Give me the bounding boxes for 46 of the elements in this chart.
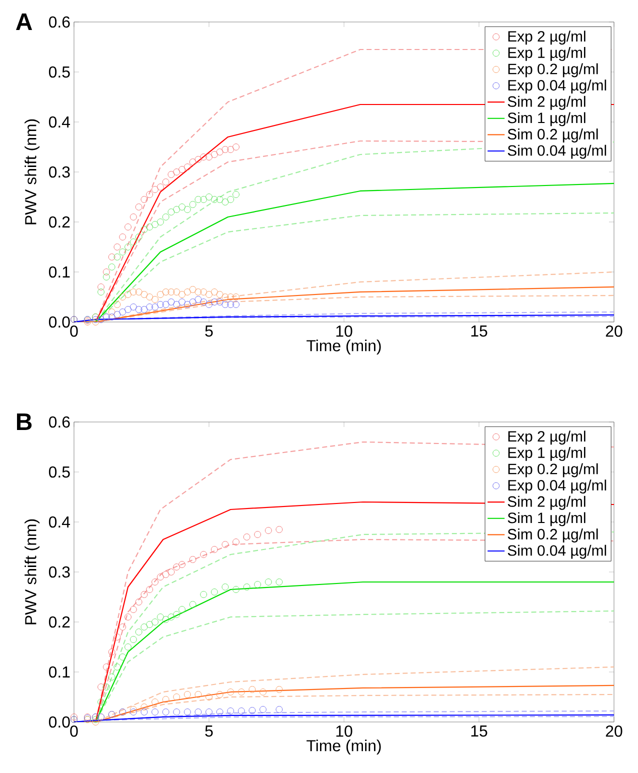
x-tick-label: 5 (205, 726, 213, 737)
x-axis-title: Time (min) (306, 340, 381, 354)
chart-title: B (17, 414, 32, 430)
y-axis-title: PWV shift (nm) (24, 119, 40, 224)
legend-label: Exp 1 µg/ml (508, 446, 586, 461)
x-tick-label: 5 (205, 326, 213, 337)
legend-label: Sim 0.04 µg/ml (508, 144, 606, 159)
legend-label: Sim 2 µg/ml (508, 96, 586, 110)
x-tick-label: 0 (70, 726, 78, 737)
y-tick-label: 0.6 (48, 16, 70, 28)
legend-label: Sim 1 µg/ml (508, 112, 586, 126)
y-tick-label: 0.4 (48, 516, 70, 528)
x-tick-label: 20 (606, 726, 622, 737)
y-tick-label: 0.5 (48, 66, 70, 78)
legend-label: Exp 1 µg/ml (508, 46, 586, 61)
x-tick-label: 10 (336, 326, 352, 337)
y-tick-label: 0.0 (48, 316, 70, 328)
y-tick-label: 0.1 (48, 666, 70, 678)
y-tick-label: 0.6 (48, 416, 70, 428)
legend-label: Exp 0.04 µg/ml (508, 480, 606, 494)
y-tick-label: 0.4 (48, 116, 70, 128)
y-axis-title: PWV shift (nm) (24, 519, 40, 624)
legend-label: Sim 1 µg/ml (508, 512, 586, 526)
y-tick-label: 0.5 (48, 466, 70, 478)
y-tick-label: 0.2 (48, 616, 70, 628)
legend-label: Exp 0.2 µg/ml (508, 63, 598, 78)
x-tick-label: 20 (606, 326, 622, 337)
y-tick-label: 0.2 (48, 216, 70, 228)
legend-label: Sim 0.2 µg/ml (508, 528, 598, 542)
legend-label: Sim 0.2 µg/ml (508, 128, 598, 142)
legend-label: Exp 2 µg/ml (508, 30, 586, 45)
legend-label: Sim 2 µg/ml (508, 496, 586, 510)
y-tick-label: 0.0 (48, 716, 70, 728)
legend-label: Sim 0.04 µg/ml (508, 544, 606, 559)
x-axis-title: Time (min) (306, 740, 381, 754)
x-tick-label: 15 (471, 726, 488, 737)
x-tick-label: 15 (471, 326, 488, 337)
x-tick-label: 0 (70, 326, 78, 337)
y-tick-label: 0.1 (48, 266, 70, 278)
x-tick-label: 10 (336, 726, 352, 737)
legend-label: Exp 2 µg/ml (508, 430, 586, 445)
y-tick-label: 0.3 (48, 566, 70, 578)
legend-label: Exp 0.04 µg/ml (508, 80, 606, 94)
chart-title: A (16, 14, 32, 30)
legend-label: Exp 0.2 µg/ml (508, 463, 598, 478)
y-tick-label: 0.3 (48, 166, 70, 178)
